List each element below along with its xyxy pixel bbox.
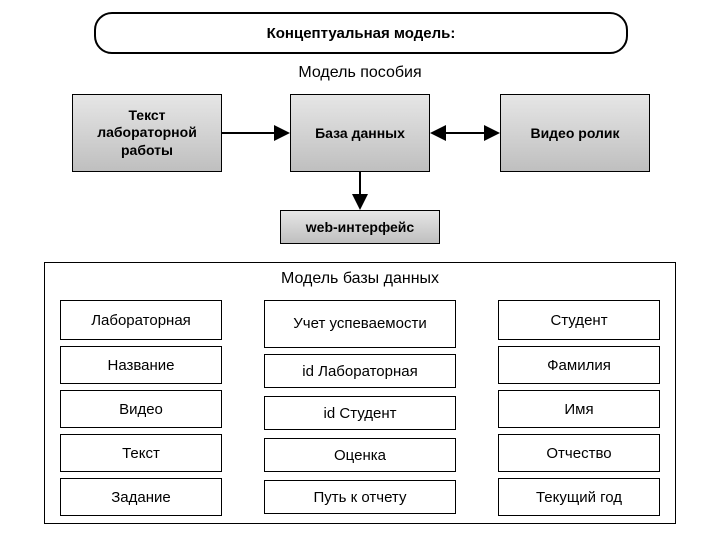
cell-idlab: id Лабораторная: [264, 354, 456, 388]
cell-name: Название: [60, 346, 222, 384]
cell-year-text: Текущий год: [536, 489, 622, 506]
box-text-lab: Текст лабораторной работы: [72, 94, 222, 172]
box-video-label: Видео ролик: [530, 125, 619, 141]
cell-grade: Оценка: [264, 438, 456, 472]
cell-surname-text: Фамилия: [547, 357, 611, 374]
section-posobiya-title: Модель пособия: [260, 64, 460, 82]
cell-idstudent-text: id Студент: [324, 405, 397, 422]
box-video: Видео ролик: [500, 94, 650, 172]
main-title-box: Концептуальная модель:: [94, 12, 628, 54]
cell-student-text: Студент: [550, 312, 607, 329]
box-web-interface: web-интерфейс: [280, 210, 440, 244]
cell-task: Задание: [60, 478, 222, 516]
cell-patronymic: Отчество: [498, 434, 660, 472]
cell-firstname-text: Имя: [564, 401, 593, 418]
cell-name-text: Название: [107, 357, 174, 374]
cell-video-text: Видео: [119, 401, 163, 418]
cell-text: Текст: [60, 434, 222, 472]
cell-year: Текущий год: [498, 478, 660, 516]
main-title-text: Концептуальная модель:: [267, 25, 456, 42]
box-database: База данных: [290, 94, 430, 172]
cell-progress-text: Учет успеваемости: [293, 315, 426, 333]
cell-task-text: Задание: [111, 489, 171, 506]
cell-idstudent: id Студент: [264, 396, 456, 430]
cell-reportpath: Путь к отчету: [264, 480, 456, 514]
cell-lab: Лабораторная: [60, 300, 222, 340]
cell-idlab-text: id Лабораторная: [302, 363, 417, 380]
db-model-title: Модель базы данных: [260, 270, 460, 288]
box-database-label: База данных: [315, 125, 405, 141]
cell-surname: Фамилия: [498, 346, 660, 384]
cell-text-text: Текст: [122, 445, 160, 462]
db-model-title-text: Модель базы данных: [281, 270, 439, 287]
cell-firstname: Имя: [498, 390, 660, 428]
section-posobiya-text: Модель пособия: [298, 64, 421, 81]
cell-patronymic-text: Отчество: [546, 445, 611, 462]
cell-student: Студент: [498, 300, 660, 340]
cell-lab-text: Лабораторная: [91, 312, 191, 329]
box-web-interface-label: web-интерфейс: [306, 219, 414, 235]
cell-progress: Учет успеваемости: [264, 300, 456, 348]
box-text-lab-label: Текст лабораторной работы: [77, 107, 217, 160]
cell-video: Видео: [60, 390, 222, 428]
cell-reportpath-text: Путь к отчету: [314, 489, 407, 506]
cell-grade-text: Оценка: [334, 447, 386, 464]
